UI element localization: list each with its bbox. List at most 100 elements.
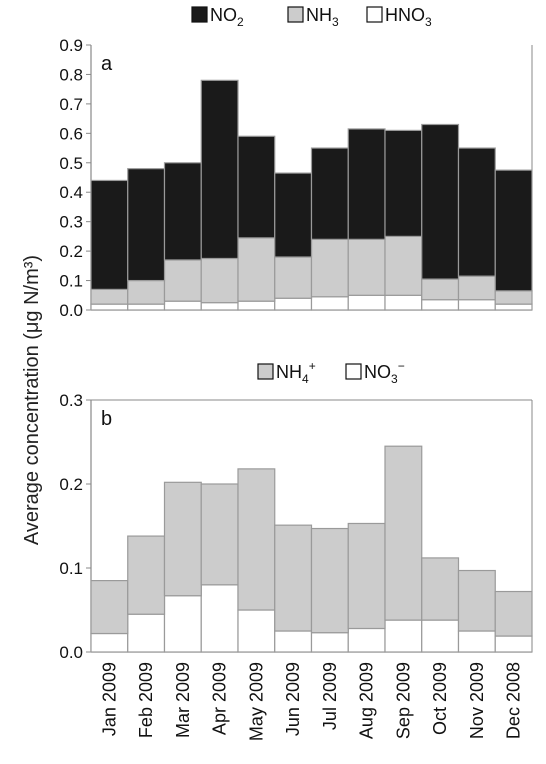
legend-label-nh4: NH4+ xyxy=(276,359,316,386)
panel-a-bar-hno3-nov-2009 xyxy=(457,299,496,311)
panel-a-bar-hno3-sep-2009 xyxy=(384,294,423,311)
panel-a-y-tick-label: 0.7 xyxy=(59,95,83,114)
panel-a-y-tick-label: 0.5 xyxy=(59,154,83,173)
panel-a-bar-no2-jan-2009 xyxy=(90,179,129,290)
panel-b-bar-no3-mar-2009 xyxy=(163,595,202,653)
panel-a-bar-no2-oct-2009 xyxy=(421,123,460,280)
legend-label-no3: NO3− xyxy=(364,359,405,386)
panel-a-bar-no2-nov-2009 xyxy=(457,147,496,277)
month-label-nov-2009: Nov 2009 xyxy=(467,662,487,739)
panel-b-letter: b xyxy=(101,408,112,430)
legend-label-no2: NO2 xyxy=(210,5,244,29)
month-label-mar-2009: Mar 2009 xyxy=(173,662,193,738)
panel-b-bar-nh4-aug-2009 xyxy=(347,522,386,630)
legend-swatch-nh3 xyxy=(287,6,304,23)
panel-b-bar-no3-sep-2009 xyxy=(384,619,423,653)
panel-a-bar-no2-mar-2009 xyxy=(163,162,202,261)
panel-b-bar-no3-jun-2009 xyxy=(274,630,313,653)
panel-b-bar-no3-jan-2009 xyxy=(90,632,129,653)
panel-a-y-tick-label: 0.0 xyxy=(59,301,83,320)
month-label-sep-2009: Sep 2009 xyxy=(393,662,413,739)
panel-b-bar-nh4-jun-2009 xyxy=(274,524,313,632)
panel-b-bar-no3-oct-2009 xyxy=(421,619,460,653)
legend-swatch-no2 xyxy=(191,6,208,23)
y-axis-label: Average concentration (μg N/m³) xyxy=(21,255,43,545)
panel-a-bar-no2-apr-2009 xyxy=(200,79,239,260)
panel-b-bar-nh4-sep-2009 xyxy=(384,445,423,621)
panel-a: 0.0 0.1 0.2 0.3 0.4 0.5 0.6 0.7 0.8 0.9 a NO2 NH3 HNO… xyxy=(59,5,533,320)
legend-label-hno3: HNO3 xyxy=(385,5,432,29)
panel-b: 0.0 0.1 0.2 0.3 b NH4+ NO3− xyxy=(59,359,533,662)
panel-b-bar-nh4-may-2009 xyxy=(237,468,276,611)
panel-a-bar-hno3-jan-2009 xyxy=(90,303,129,311)
panel-b-bar-no3-aug-2009 xyxy=(347,627,386,653)
panel-a-bar-hno3-jul-2009 xyxy=(310,296,349,311)
panel-a-bar-nh3-oct-2009 xyxy=(421,278,460,301)
panel-a-y-tick-label: 0.1 xyxy=(59,272,83,291)
legend-swatch-hno3 xyxy=(366,6,383,23)
panel-b-y-tick-label: 0.1 xyxy=(59,559,83,578)
panel-a-y-tick-label: 0.3 xyxy=(59,213,83,232)
panel-a-y-tick-label: 0.9 xyxy=(59,36,83,55)
month-label-oct-2009: Oct 2009 xyxy=(430,662,450,735)
month-label-aug-2009: Aug 2009 xyxy=(357,662,377,739)
legend-swatch-no3 xyxy=(345,363,362,380)
panel-a-y-tick-label: 0.8 xyxy=(59,65,83,84)
panel-a-bar-nh3-mar-2009 xyxy=(163,259,202,302)
panel-b-bar-nh4-oct-2009 xyxy=(421,557,460,621)
panel-a-bar-hno3-apr-2009 xyxy=(200,302,239,311)
panel-b-y-tick-label: 0.3 xyxy=(59,391,83,410)
panel-b-bar-nh4-mar-2009 xyxy=(163,481,202,597)
panel-a-y-tick-label: 0.2 xyxy=(59,242,83,261)
panel-b-bar-nh4-nov-2009 xyxy=(457,569,496,632)
panel-a-bar-hno3-jun-2009 xyxy=(274,297,313,311)
panel-a-bar-no2-sep-2009 xyxy=(384,129,423,237)
panel-a-bar-nh3-may-2009 xyxy=(237,237,276,302)
panel-b-bar-no3-may-2009 xyxy=(237,609,276,653)
panel-b-bar-no3-dec-2008 xyxy=(494,635,533,653)
panel-a-bar-hno3-dec-2008 xyxy=(494,303,533,311)
panel-b-y-tick-label: 0.0 xyxy=(59,643,83,662)
panel-a-bar-hno3-aug-2009 xyxy=(347,294,386,311)
panel-b-bar-nh4-feb-2009 xyxy=(127,535,166,615)
panel-a-y-tick-label: 0.4 xyxy=(59,183,83,202)
month-axis-labels: Jan 2009 Feb 2009 Mar 2009 Apr 2009 May 2009… xyxy=(99,662,523,741)
panel-b-bar-nh4-dec-2008 xyxy=(494,590,533,637)
legend-label-nh3: NH3 xyxy=(306,5,339,29)
panel-a-bar-nh3-feb-2009 xyxy=(127,279,166,305)
month-label-dec-2008: Dec 2008 xyxy=(504,662,524,739)
panel-b-bar-nh4-jan-2009 xyxy=(90,579,129,635)
legend-swatch-nh4 xyxy=(257,363,274,380)
panel-b-bar-no3-apr-2009 xyxy=(200,584,239,653)
panel-b-bar-nh4-apr-2009 xyxy=(200,483,239,586)
month-label-jan-2009: Jan 2009 xyxy=(99,662,119,736)
panel-a-bar-nh3-aug-2009 xyxy=(347,238,386,296)
panel-a-letter: a xyxy=(101,53,113,75)
panel-b-bar-no3-jul-2009 xyxy=(310,632,349,653)
month-label-jun-2009: Jun 2009 xyxy=(283,662,303,736)
month-label-jul-2009: Jul 2009 xyxy=(320,662,340,730)
panel-b-bar-no3-feb-2009 xyxy=(127,613,166,653)
panel-a-bar-nh3-apr-2009 xyxy=(200,257,239,304)
panel-a-bar-no2-may-2009 xyxy=(237,135,276,239)
panel-a-bar-nh3-jan-2009 xyxy=(90,288,129,305)
panel-a-bar-hno3-oct-2009 xyxy=(421,299,460,311)
month-label-apr-2009: Apr 2009 xyxy=(210,662,230,735)
panel-a-bar-no2-jul-2009 xyxy=(310,147,349,240)
panel-a-bar-hno3-feb-2009 xyxy=(127,303,166,311)
panel-a-y-tick-label: 0.6 xyxy=(59,124,83,143)
panel-b-y-tick-label: 0.2 xyxy=(59,475,83,494)
panel-a-bar-no2-jun-2009 xyxy=(274,172,313,258)
panel-a-bar-nh3-jul-2009 xyxy=(310,238,349,298)
panel-a-bar-no2-aug-2009 xyxy=(347,128,386,240)
panel-a-bar-hno3-may-2009 xyxy=(237,300,276,311)
panel-a-bar-nh3-nov-2009 xyxy=(457,275,496,301)
panel-b-bar-nh4-jul-2009 xyxy=(310,527,349,634)
month-label-may-2009: May 2009 xyxy=(246,662,266,741)
panel-a-bar-nh3-dec-2008 xyxy=(494,290,533,305)
panel-a-bar-nh3-jun-2009 xyxy=(274,256,313,299)
panel-a-bar-no2-dec-2008 xyxy=(494,169,533,292)
panel-a-bar-hno3-mar-2009 xyxy=(163,300,202,311)
panel-a-bar-nh3-sep-2009 xyxy=(384,235,423,296)
